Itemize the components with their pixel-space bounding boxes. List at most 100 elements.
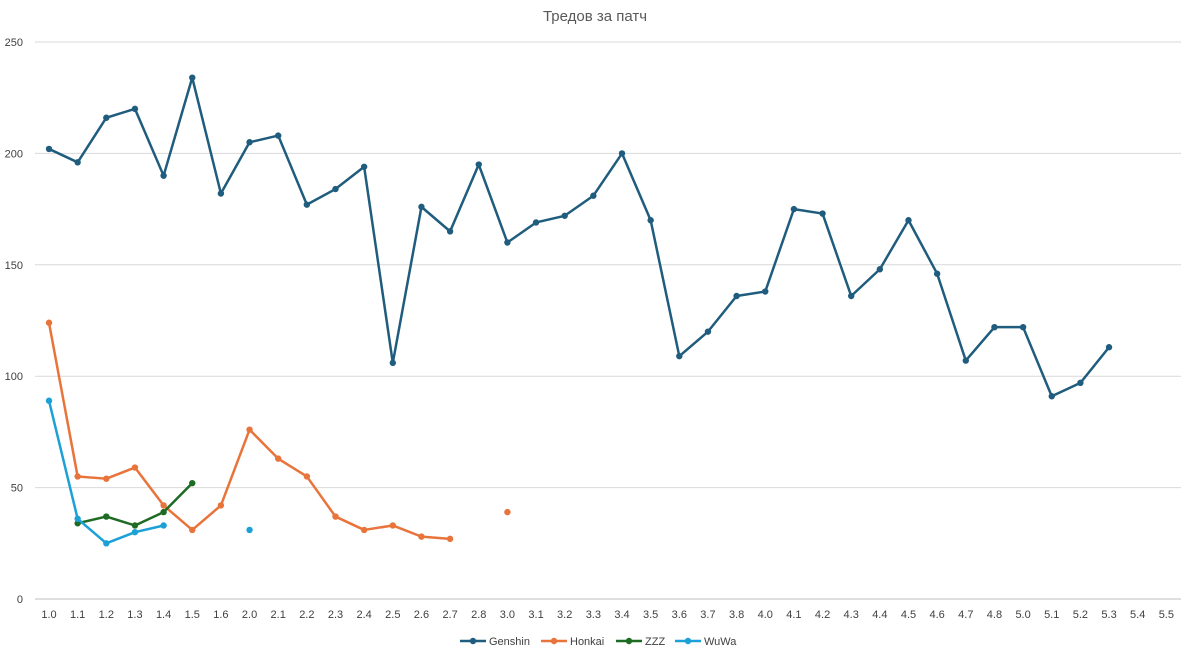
legend-label: Genshin [489, 636, 530, 648]
x-tick-label: 1.0 [41, 609, 56, 621]
series-zzz [74, 479, 196, 529]
legend-item-wuwa: WuWa [675, 636, 737, 648]
data-point [74, 515, 81, 522]
x-tick-label: 2.0 [242, 609, 257, 621]
data-point [561, 212, 568, 219]
data-point [504, 239, 511, 246]
legend-marker [625, 637, 633, 645]
data-point [590, 192, 597, 199]
series-wuwa [45, 397, 253, 547]
data-point [160, 502, 167, 509]
legend-marker [684, 637, 692, 645]
y-tick-label: 200 [5, 148, 23, 160]
legend-item-honkai: Honkai [541, 636, 604, 648]
x-tick-label: 5.4 [1130, 609, 1145, 621]
data-point [1048, 393, 1055, 400]
x-tick-label: 3.7 [700, 609, 715, 621]
data-point [475, 161, 482, 168]
legend-label: ZZZ [645, 636, 665, 648]
data-point [532, 219, 540, 226]
data-point [217, 190, 225, 197]
x-tick-label: 1.5 [185, 609, 200, 621]
data-point [360, 526, 368, 534]
x-tick-label: 2.4 [357, 609, 372, 621]
legend-item-genshin: Genshin [460, 636, 530, 648]
data-point [389, 359, 396, 367]
data-point [332, 513, 339, 520]
data-point [246, 526, 253, 534]
series-honkai [45, 319, 511, 543]
data-point [74, 473, 81, 480]
data-point [275, 455, 282, 462]
data-point [131, 105, 139, 113]
data-point [103, 513, 110, 520]
data-point [303, 473, 311, 480]
x-tick-label: 2.3 [328, 609, 343, 621]
legend-marker [469, 637, 477, 645]
y-tick-label: 0 [17, 594, 23, 606]
x-tick-label: 3.2 [557, 609, 572, 621]
data-point [446, 535, 454, 543]
x-tick-label: 5.5 [1159, 609, 1174, 621]
series-line [47, 399, 165, 545]
data-point [618, 150, 626, 157]
x-tick-label: 3.8 [729, 609, 744, 621]
data-point [131, 528, 139, 536]
series-line [76, 481, 194, 527]
legend-label: Honkai [570, 636, 604, 648]
data-point [676, 352, 683, 360]
y-tick-label: 50 [11, 483, 23, 495]
x-tick-label: 4.5 [901, 609, 916, 621]
x-tick-label: 4.3 [844, 609, 859, 621]
data-point [762, 288, 769, 295]
data-point [360, 163, 368, 170]
data-point [1019, 323, 1027, 331]
x-tick-label: 2.2 [299, 609, 314, 621]
x-tick-label: 5.2 [1073, 609, 1088, 621]
series-genshin [45, 74, 1113, 400]
x-tick-label: 4.4 [872, 609, 887, 621]
chart-title: Тредов за патч [543, 8, 647, 25]
data-point [962, 357, 969, 364]
data-point [790, 205, 798, 213]
data-point [733, 292, 740, 300]
data-point [131, 464, 139, 471]
data-point [876, 266, 884, 273]
data-point [45, 319, 53, 326]
x-tick-label: 2.7 [442, 609, 457, 621]
x-tick-label: 4.8 [987, 609, 1002, 621]
data-point [160, 508, 167, 516]
x-tick-label: 3.6 [672, 609, 687, 621]
data-point [45, 397, 53, 404]
data-point [74, 159, 81, 166]
data-point [848, 292, 855, 300]
x-tick-label: 2.5 [385, 609, 400, 621]
data-point [103, 114, 110, 121]
x-tick-label: 4.7 [958, 609, 973, 621]
data-point [160, 172, 167, 179]
data-point [45, 145, 53, 153]
x-tick-label: 5.3 [1101, 609, 1116, 621]
y-axis-ticks: 0 50 100 150 200 250 [5, 37, 23, 606]
y-tick-label: 150 [5, 260, 23, 272]
x-tick-label: 3.1 [528, 609, 543, 621]
data-point [189, 74, 196, 81]
x-tick-label: 1.1 [70, 609, 85, 621]
data-point [131, 522, 139, 529]
data-point [217, 502, 225, 509]
x-tick-label: 4.6 [930, 609, 945, 621]
x-tick-label: 2.8 [471, 609, 486, 621]
series-group [45, 74, 1113, 547]
data-point [504, 508, 511, 516]
x-tick-label: 3.3 [586, 609, 601, 621]
data-point [418, 533, 425, 540]
x-tick-label: 4.1 [786, 609, 801, 621]
data-point [246, 139, 253, 146]
data-point [1077, 379, 1084, 387]
data-point [704, 328, 712, 335]
series-line [47, 76, 1111, 398]
data-point [303, 201, 311, 208]
x-tick-label: 2.1 [271, 609, 286, 621]
